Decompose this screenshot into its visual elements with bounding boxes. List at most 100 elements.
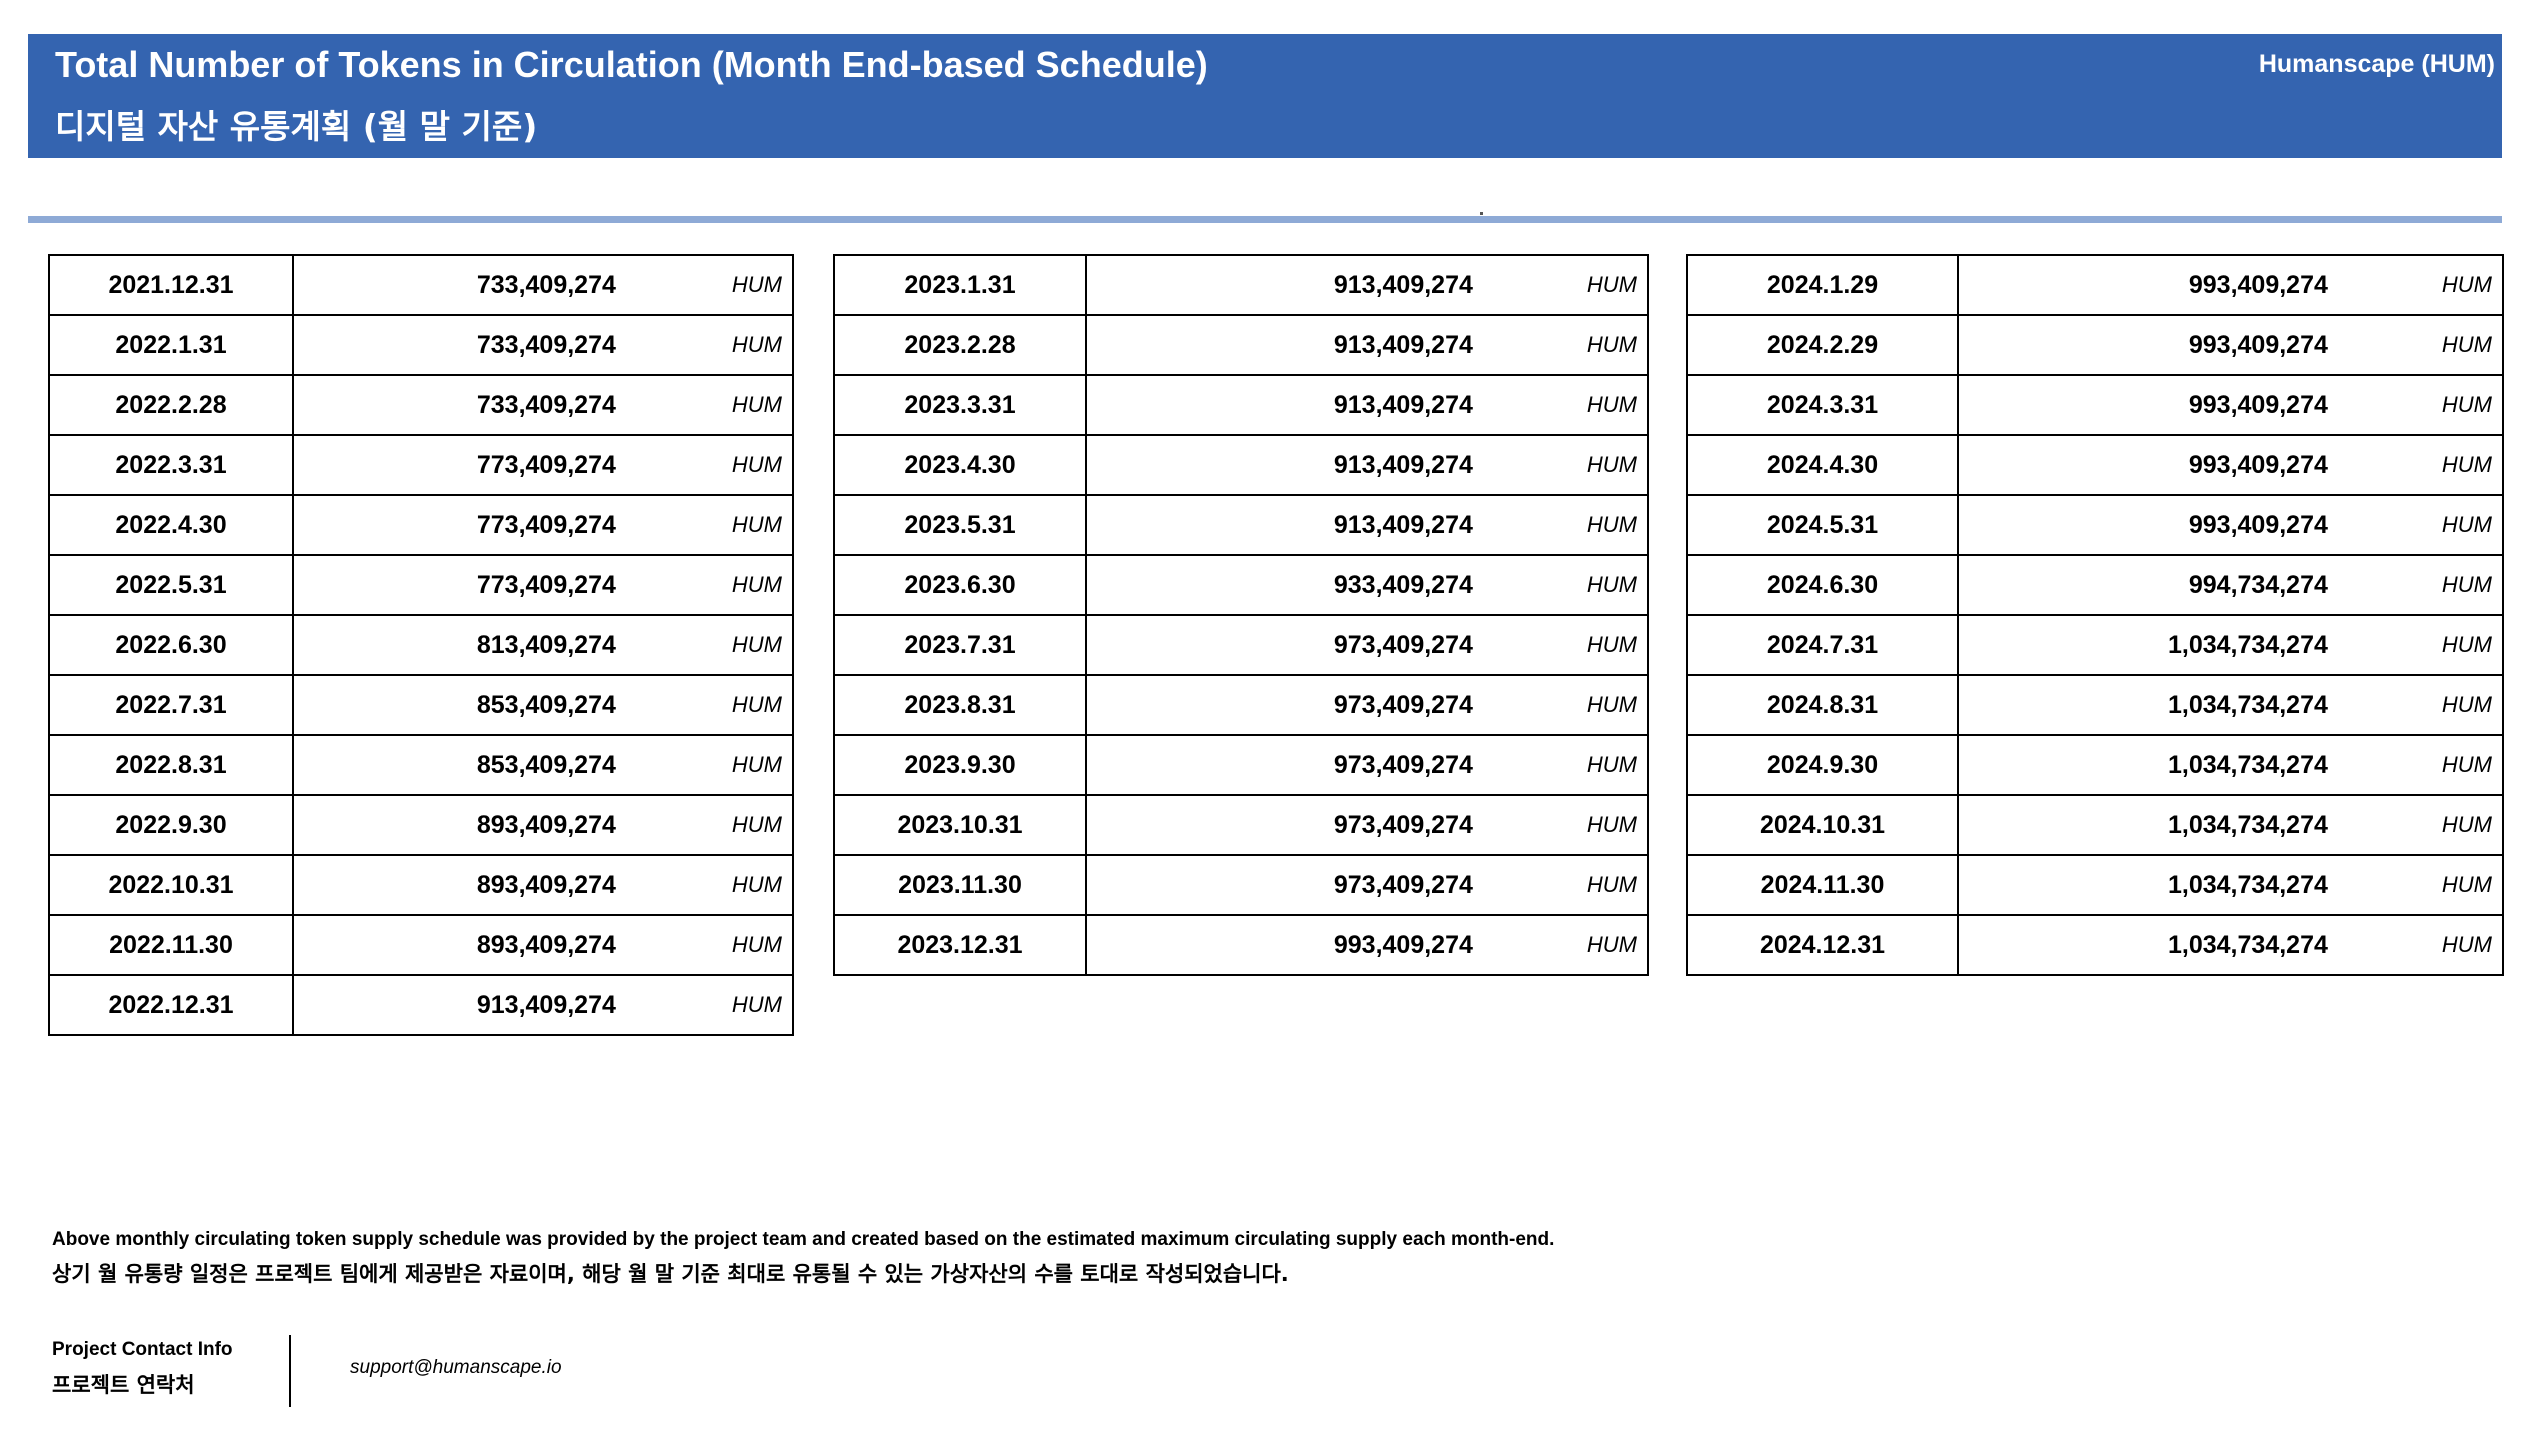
amount-cell: 933,409,274 HUM xyxy=(1085,554,1649,616)
amount-cell: 993,409,274 HUM xyxy=(1957,314,2504,376)
token-amount: 733,409,274 xyxy=(476,390,616,419)
date-cell: 2022.9.30 xyxy=(48,794,294,856)
table-row: 2023.10.31 973,409,274 HUM xyxy=(833,794,1649,856)
amount-cell: 973,409,274 HUM xyxy=(1085,734,1649,796)
schedule-table-2024: 2024.1.29 993,409,274 HUM 2024.2.29 993,409,… xyxy=(1686,254,2504,976)
token-amount: 993,409,274 xyxy=(2188,450,2328,479)
amount-cell: 853,409,274 HUM xyxy=(292,734,794,796)
table-row: 2023.9.30 973,409,274 HUM xyxy=(833,734,1649,796)
token-amount: 733,409,274 xyxy=(476,270,616,299)
table-row: 2024.10.31 1,034,734,274 HUM xyxy=(1686,794,2504,856)
token-unit: HUM xyxy=(2441,872,2492,897)
amount-cell: 1,034,734,274 HUM xyxy=(1957,914,2504,976)
token-amount: 893,409,274 xyxy=(476,930,616,959)
token-unit: HUM xyxy=(1586,452,1637,477)
amount-cell: 993,409,274 HUM xyxy=(1957,434,2504,496)
table-row: 2023.7.31 973,409,274 HUM xyxy=(833,614,1649,676)
token-unit: HUM xyxy=(731,392,782,417)
token-amount: 773,409,274 xyxy=(476,570,616,599)
token-amount: 973,409,274 xyxy=(1333,630,1473,659)
token-unit: HUM xyxy=(731,572,782,597)
amount-cell: 1,034,734,274 HUM xyxy=(1957,734,2504,796)
table-row: 2022.11.30 893,409,274 HUM xyxy=(48,914,794,976)
token-amount: 813,409,274 xyxy=(476,630,616,659)
amount-cell: 993,409,274 HUM xyxy=(1957,494,2504,556)
table-row: 2024.11.30 1,034,734,274 HUM xyxy=(1686,854,2504,916)
date-cell: 2022.4.30 xyxy=(48,494,294,556)
table-row: 2024.12.31 1,034,734,274 HUM xyxy=(1686,914,2504,976)
table-row: 2024.8.31 1,034,734,274 HUM xyxy=(1686,674,2504,736)
schedule-table-2022: 2021.12.31 733,409,274 HUM 2022.1.31 733,409… xyxy=(48,254,794,1036)
amount-cell: 913,409,274 HUM xyxy=(1085,254,1649,316)
table-row: 2024.6.30 994,734,274 HUM xyxy=(1686,554,2504,616)
date-cell: 2023.10.31 xyxy=(833,794,1087,856)
date-cell: 2022.2.28 xyxy=(48,374,294,436)
amount-cell: 913,409,274 HUM xyxy=(1085,434,1649,496)
amount-cell: 913,409,274 HUM xyxy=(1085,494,1649,556)
date-cell: 2024.4.30 xyxy=(1686,434,1959,496)
token-amount: 773,409,274 xyxy=(476,510,616,539)
token-amount: 933,409,274 xyxy=(1333,570,1473,599)
table-row: 2022.3.31 773,409,274 HUM xyxy=(48,434,794,496)
table-row: 2022.8.31 853,409,274 HUM xyxy=(48,734,794,796)
token-amount: 993,409,274 xyxy=(2188,330,2328,359)
title-english: Total Number of Tokens in Circulation (M… xyxy=(55,44,1208,85)
token-amount: 913,409,274 xyxy=(1333,510,1473,539)
table-row: 2024.9.30 1,034,734,274 HUM xyxy=(1686,734,2504,796)
token-unit: HUM xyxy=(2441,632,2492,657)
token-amount: 913,409,274 xyxy=(1333,330,1473,359)
token-amount: 993,409,274 xyxy=(2188,390,2328,419)
date-cell: 2022.1.31 xyxy=(48,314,294,376)
token-amount: 1,034,734,274 xyxy=(2168,690,2328,719)
token-unit: HUM xyxy=(2441,752,2492,777)
token-amount: 733,409,274 xyxy=(476,330,616,359)
token-amount: 1,034,734,274 xyxy=(2168,810,2328,839)
table-row: 2023.4.30 913,409,274 HUM xyxy=(833,434,1649,496)
contact-divider xyxy=(289,1335,291,1407)
token-amount: 913,409,274 xyxy=(476,990,616,1019)
token-amount: 913,409,274 xyxy=(1333,450,1473,479)
table-row: 2022.6.30 813,409,274 HUM xyxy=(48,614,794,676)
amount-cell: 773,409,274 HUM xyxy=(292,494,794,556)
date-cell: 2024.8.31 xyxy=(1686,674,1959,736)
amount-cell: 733,409,274 HUM xyxy=(292,254,794,316)
contact-label-english: Project Contact Info xyxy=(52,1339,233,1360)
amount-cell: 973,409,274 HUM xyxy=(1085,614,1649,676)
token-unit: HUM xyxy=(2441,272,2492,297)
token-amount: 1,034,734,274 xyxy=(2168,630,2328,659)
amount-cell: 1,034,734,274 HUM xyxy=(1957,854,2504,916)
token-unit: HUM xyxy=(1586,872,1637,897)
amount-cell: 733,409,274 HUM xyxy=(292,314,794,376)
amount-cell: 893,409,274 HUM xyxy=(292,914,794,976)
token-amount: 773,409,274 xyxy=(476,450,616,479)
token-amount: 853,409,274 xyxy=(476,750,616,779)
table-row: 2023.2.28 913,409,274 HUM xyxy=(833,314,1649,376)
amount-cell: 973,409,274 HUM xyxy=(1085,794,1649,856)
token-amount: 1,034,734,274 xyxy=(2168,750,2328,779)
token-unit: HUM xyxy=(1586,572,1637,597)
date-cell: 2022.11.30 xyxy=(48,914,294,976)
date-cell: 2023.7.31 xyxy=(833,614,1087,676)
date-cell: 2024.12.31 xyxy=(1686,914,1959,976)
token-amount: 994,734,274 xyxy=(2188,570,2328,599)
token-unit: HUM xyxy=(1586,392,1637,417)
table-row: 2023.12.31 993,409,274 HUM xyxy=(833,914,1649,976)
table-row: 2022.4.30 773,409,274 HUM xyxy=(48,494,794,556)
token-unit: HUM xyxy=(1586,512,1637,537)
token-unit: HUM xyxy=(2441,332,2492,357)
table-row: 2023.3.31 913,409,274 HUM xyxy=(833,374,1649,436)
date-cell: 2023.2.28 xyxy=(833,314,1087,376)
token-unit: HUM xyxy=(1586,752,1637,777)
title-korean: 디지털 자산 유통계획 (월 말 기준) xyxy=(55,107,538,146)
amount-cell: 893,409,274 HUM xyxy=(292,854,794,916)
table-row: 2023.1.31 913,409,274 HUM xyxy=(833,254,1649,316)
token-unit: HUM xyxy=(2441,572,2492,597)
table-row: 2022.9.30 893,409,274 HUM xyxy=(48,794,794,856)
date-cell: 2022.6.30 xyxy=(48,614,294,676)
token-unit: HUM xyxy=(2441,812,2492,837)
table-row: 2024.3.31 993,409,274 HUM xyxy=(1686,374,2504,436)
token-unit: HUM xyxy=(2441,392,2492,417)
table-row: 2023.8.31 973,409,274 HUM xyxy=(833,674,1649,736)
amount-cell: 913,409,274 HUM xyxy=(292,974,794,1036)
amount-cell: 993,409,274 HUM xyxy=(1957,254,2504,316)
